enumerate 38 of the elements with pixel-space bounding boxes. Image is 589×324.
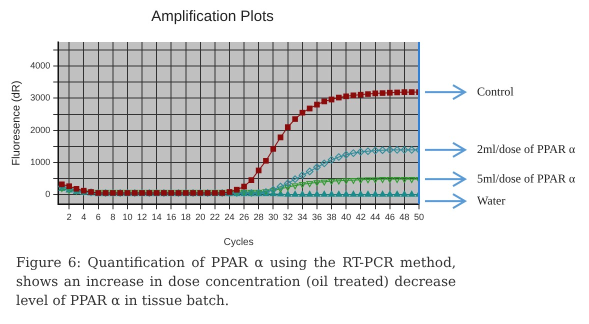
x-tick-label: 50 (414, 212, 424, 222)
y-axis-title: Fluoresence (dR) (10, 80, 23, 166)
x-tick-label: 10 (122, 212, 132, 222)
x-tick-label: 30 (268, 212, 278, 222)
x-tick-label: 14 (152, 212, 162, 222)
x-tick-label: 6 (96, 212, 101, 222)
x-tick-label: 34 (297, 212, 308, 222)
x-tick-label: 22 (210, 212, 220, 222)
x-tick-label: 12 (137, 212, 148, 222)
x-tick-label: 48 (399, 212, 410, 222)
text: 2ml/dose of PPAR α (477, 142, 576, 156)
text: Water (477, 193, 506, 208)
y-tick-label: 1000 (30, 156, 50, 167)
text: 5ml/dose of PPAR α (477, 171, 576, 186)
y-tick-label: 4000 (30, 60, 50, 71)
x-tick-label: 38 (326, 212, 337, 222)
y-tick-label: 3000 (30, 92, 50, 103)
x-tick-label: 26 (239, 212, 250, 222)
x-tick-label: 32 (282, 212, 293, 222)
x-tick-label: 16 (166, 212, 176, 222)
x-tick-label: 36 (312, 212, 322, 222)
caption: Figure 6: Quantification of PPAR α using the RT-PCR method, shows an increase in dose concentration (oil treated) decrease level of PPAR α in tissue batch. (16, 254, 456, 311)
chart-title: Amplification Plots (151, 8, 274, 26)
x-tick-label: 28 (254, 212, 264, 222)
y-tick-label: 0 (45, 189, 50, 200)
x-tick-label: 42 (356, 212, 366, 222)
x-axis-title: Cycles (224, 236, 254, 248)
x-tick-label: 44 (370, 212, 380, 222)
x-tick-label: 2 (66, 212, 72, 222)
x-tick-label: 20 (195, 212, 206, 222)
text: Control (477, 84, 514, 98)
x-tick-label: 4 (81, 212, 86, 222)
y-tick-label: 2000 (30, 124, 50, 135)
x-tick-label: 18 (180, 212, 191, 222)
x-tick-label: 24 (224, 212, 235, 222)
x-tick-label: 46 (384, 212, 395, 222)
x-tick-label: 40 (341, 212, 352, 222)
x-tick-label: 8 (110, 212, 116, 222)
